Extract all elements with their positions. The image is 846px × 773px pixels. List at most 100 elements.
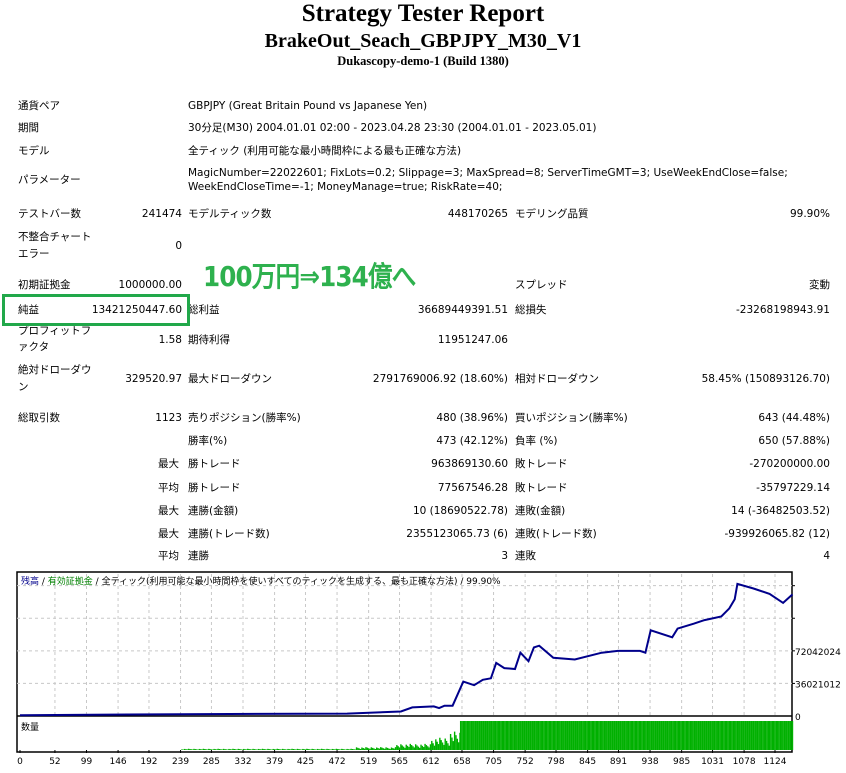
volume-bar	[644, 721, 646, 750]
volume-bar	[744, 721, 747, 750]
abs-drawdown-label-1: 絶対ドローダウ	[18, 364, 92, 376]
volume-bar	[459, 721, 462, 750]
volume-bar	[417, 746, 420, 750]
volume-bar	[549, 721, 552, 750]
volume-bar	[731, 721, 733, 750]
volume-bar	[349, 749, 351, 750]
volume-bar	[779, 721, 782, 750]
volume-bar	[703, 721, 705, 750]
volume-bar	[343, 749, 346, 750]
period-label: 期間	[18, 122, 39, 134]
x-tick-labels: 0 52 99 146 192 239 285 332 379 425 472 519 565 612 65…	[17, 750, 787, 767]
x-tick-label: 1031	[701, 757, 724, 767]
volume-bar	[622, 721, 624, 750]
volume-bar	[759, 721, 761, 750]
volume-bar	[236, 749, 238, 750]
volume-bar	[189, 749, 191, 750]
volume-bar	[637, 721, 639, 750]
profit-factor-label-1: プロフィットフ	[18, 325, 92, 337]
volume-bar	[602, 721, 604, 750]
max-cons-wins-value: 10 (18690522.78)	[412, 505, 508, 517]
volume-bar	[631, 721, 634, 750]
volume-bar	[324, 749, 327, 750]
volume-bar	[621, 721, 623, 750]
bars-label: テストバー数	[18, 208, 81, 220]
volume-bar	[630, 721, 632, 750]
volume-bar	[580, 721, 583, 750]
volume-bar	[635, 721, 638, 750]
volume-bar	[642, 721, 645, 750]
volume-bar	[237, 748, 240, 750]
volume-bar	[252, 748, 254, 750]
ticks-value: 448170265	[447, 208, 508, 220]
volume-bar	[785, 721, 787, 750]
model-value: 全ティック (利用可能な最小時間枠による最も正確な方法)	[188, 145, 462, 157]
legend-sep: /	[39, 577, 48, 587]
volume-bar	[444, 738, 446, 750]
volume-bar	[578, 721, 580, 750]
net-profit-value: 13421250447.60	[91, 304, 182, 316]
volume-bar	[441, 742, 444, 750]
abs-drawdown-label-2: ン	[18, 381, 29, 393]
volume-bar	[222, 748, 225, 750]
long-positions-label: 買いポジション(勝率%)	[515, 412, 628, 424]
volume-bar	[485, 721, 487, 750]
volume-bar	[253, 749, 256, 750]
volume-bar	[380, 747, 382, 750]
volume-bar	[410, 745, 413, 750]
volume-bar	[747, 721, 749, 750]
volume-bar	[596, 721, 599, 750]
volume-bar	[338, 749, 340, 750]
x-tick-label: 985	[673, 757, 690, 767]
volume-bar	[244, 749, 246, 750]
volume-bar	[431, 740, 433, 750]
max-cons-loss-value: -939926065.82 (12)	[724, 528, 830, 540]
volume-bar	[764, 721, 767, 750]
volume-bar	[312, 749, 315, 750]
max-cons-wins-label: 連勝(金額)	[188, 505, 239, 517]
volume-bar	[575, 721, 577, 750]
volume-bar	[423, 747, 425, 750]
quality-label: モデリング品質	[515, 208, 589, 220]
volume-bar	[711, 721, 713, 750]
volume-bar	[564, 721, 567, 750]
volume-bar	[371, 747, 374, 750]
volume-bar	[476, 721, 478, 750]
volume-bar	[505, 721, 508, 750]
volume-bar	[288, 749, 291, 750]
volume-bar	[558, 721, 560, 750]
volume-bar	[529, 721, 532, 750]
volume-bar	[652, 721, 654, 750]
volume-bar	[193, 748, 195, 750]
volume-bar	[397, 746, 399, 750]
volume-bar	[789, 721, 791, 750]
volume-bar	[474, 721, 477, 750]
volume-bar	[657, 721, 659, 750]
net-profit-highlight-box	[2, 294, 190, 326]
volume-bar	[366, 747, 369, 750]
volume-bar	[327, 749, 330, 750]
volume-bar	[425, 745, 428, 750]
volume-bar	[692, 721, 694, 750]
volume-bar	[472, 721, 474, 750]
volume-bar	[511, 721, 513, 750]
volume-bar	[502, 721, 505, 750]
volume-bar	[232, 748, 234, 750]
volume-bar	[405, 744, 407, 750]
volume-bar	[439, 737, 441, 750]
average-prefix-2: 平均	[158, 550, 179, 562]
period-value: 30分足(M30) 2004.01.01 02:00 - 2023.04.28 …	[188, 122, 597, 134]
volume-bar	[216, 749, 218, 750]
avg-cons-wins-label: 連勝	[188, 550, 209, 562]
volume-bar	[198, 748, 201, 750]
volume-bar	[490, 721, 493, 750]
volume-bar	[359, 748, 362, 750]
volume-bar	[704, 721, 706, 750]
volume-bar	[508, 721, 510, 750]
volume-bar	[563, 721, 565, 750]
volume-bar	[519, 721, 521, 750]
volume-bar	[715, 721, 717, 750]
volume-bar	[191, 749, 194, 750]
volume-bar	[461, 721, 463, 750]
volume-bar	[319, 749, 321, 750]
